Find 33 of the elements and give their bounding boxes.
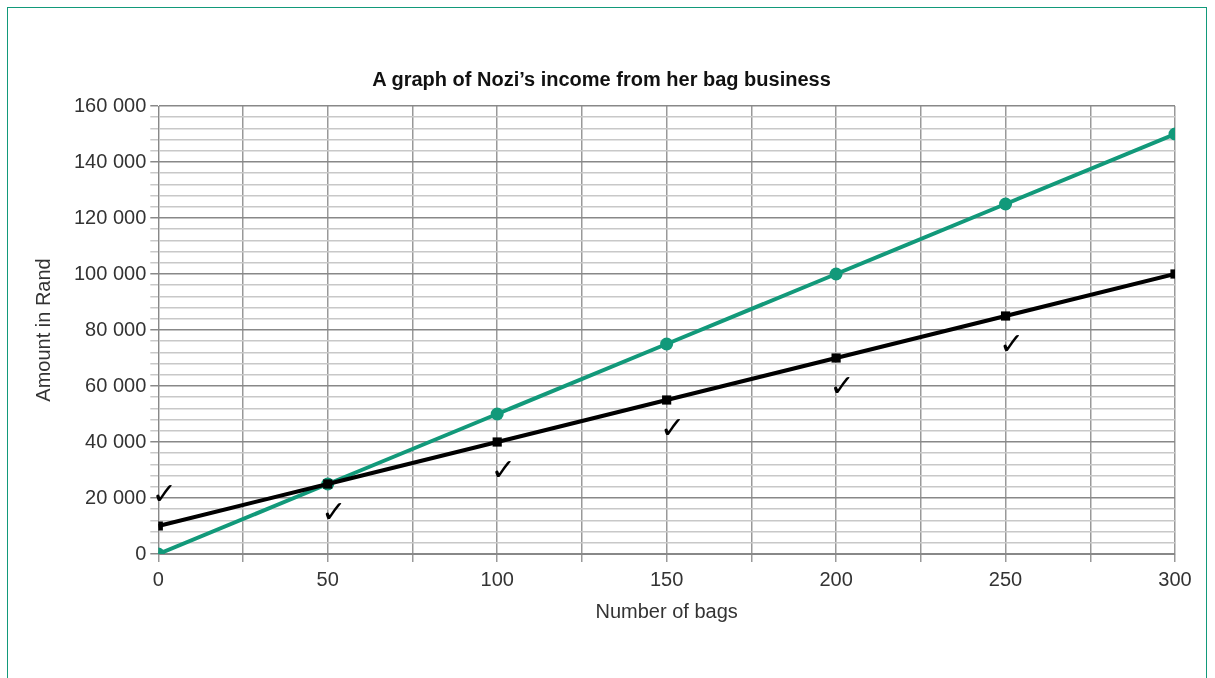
point bbox=[1000, 311, 1011, 321]
y-tick-label: 60 000 bbox=[85, 373, 147, 396]
x-tick-label: 0 bbox=[152, 567, 164, 590]
y-tick-label: 160 000 bbox=[74, 93, 147, 116]
annotation: ✓ bbox=[490, 451, 516, 487]
x-tick-label: 300 bbox=[1158, 567, 1192, 590]
x-axis-title: Number of bags bbox=[595, 599, 738, 622]
point bbox=[831, 353, 841, 363]
annotation: ✓ bbox=[660, 409, 686, 445]
y-axis-title: Amount in Rand bbox=[31, 258, 54, 402]
point bbox=[490, 407, 504, 421]
annotation: ✓ bbox=[151, 475, 177, 511]
y-tick-label: 100 000 bbox=[74, 261, 147, 284]
point bbox=[999, 197, 1013, 211]
point bbox=[662, 395, 672, 405]
y-tick-label: 140 000 bbox=[74, 149, 147, 172]
annotation: ✓ bbox=[321, 493, 347, 529]
point bbox=[660, 337, 674, 351]
point bbox=[492, 437, 502, 447]
x-tick-label: 100 bbox=[480, 567, 514, 590]
chart-title: A graph of Nozi’s income from her bag business bbox=[372, 67, 831, 90]
point bbox=[829, 267, 843, 281]
y-tick-label: 40 000 bbox=[85, 429, 147, 452]
x-tick-label: 150 bbox=[649, 567, 684, 590]
x-tick-label: 200 bbox=[819, 567, 853, 590]
x-tick-label: 250 bbox=[988, 567, 1023, 590]
annotation: ✓ bbox=[998, 325, 1025, 361]
y-tick-label: 80 000 bbox=[85, 317, 147, 340]
y-tick-label: 120 000 bbox=[74, 205, 147, 228]
x-tick-label: 50 bbox=[316, 567, 339, 590]
annotation: ✓ bbox=[829, 367, 855, 403]
y-tick-label: 20 000 bbox=[85, 485, 147, 508]
y-tick-label: 0 bbox=[135, 541, 147, 564]
